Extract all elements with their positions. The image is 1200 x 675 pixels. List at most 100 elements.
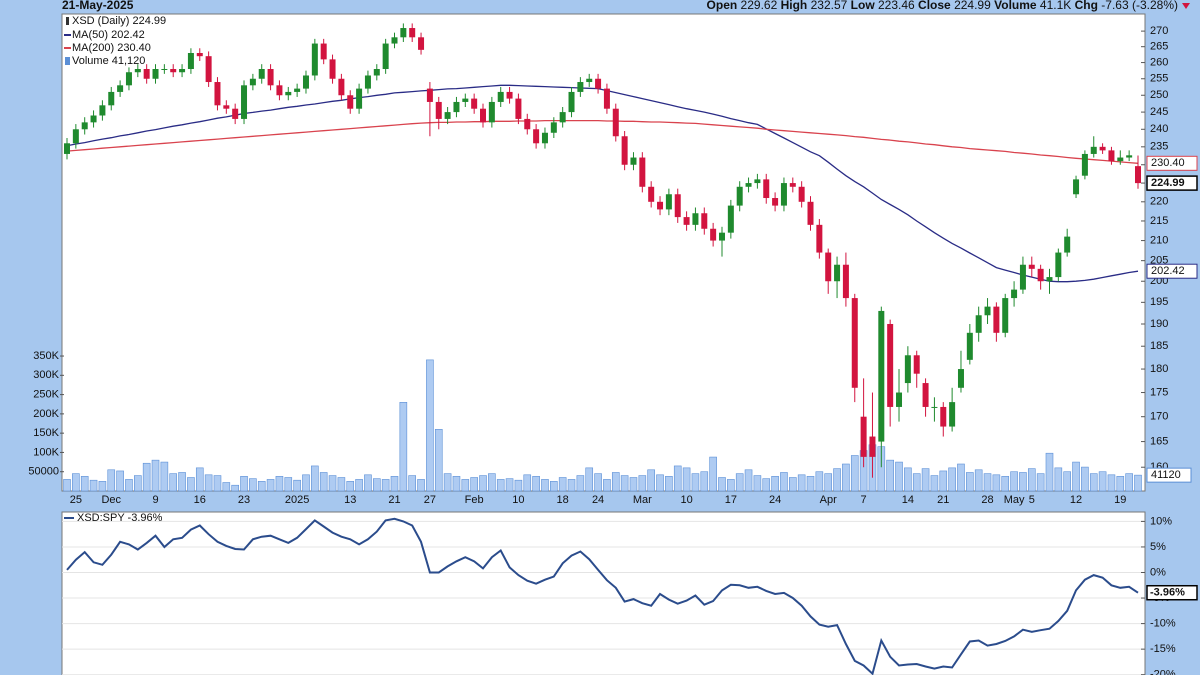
volume-bar <box>452 476 461 492</box>
candle-body <box>143 69 150 79</box>
y-tick-label: 215 <box>1150 215 1168 227</box>
volume-bar <box>1134 474 1142 492</box>
candle-body <box>524 118 531 130</box>
candle-body <box>276 85 283 96</box>
volume-bar <box>727 479 735 492</box>
candle-body <box>842 264 849 299</box>
volume-bar <box>1019 472 1027 492</box>
candle-body <box>1135 166 1141 184</box>
candle-body <box>400 28 407 38</box>
volume-bar <box>576 475 585 492</box>
candle-body <box>382 43 389 70</box>
candle-body <box>373 69 380 76</box>
volume-bar <box>178 472 186 492</box>
volume-bar <box>1036 473 1045 492</box>
y-tick-label: 165 <box>1150 435 1168 447</box>
volume-bar <box>364 474 372 492</box>
candle-body <box>1028 264 1035 269</box>
volume-bar <box>762 478 771 492</box>
volume-bar <box>842 463 850 492</box>
x-tick-label: 25 <box>70 494 82 506</box>
candle-body <box>772 198 779 206</box>
candle-body <box>152 69 159 79</box>
volume-bar <box>930 475 939 492</box>
candle-body <box>878 310 885 442</box>
y-tick-label: -20% <box>1150 669 1176 675</box>
volume-bar <box>585 467 594 492</box>
candle-body <box>356 88 363 109</box>
volume-bar <box>673 465 682 492</box>
volume-bar <box>231 484 239 492</box>
quote-label: Volume <box>994 0 1037 12</box>
y-tick-label: 175 <box>1150 386 1168 398</box>
candle-body <box>471 98 478 109</box>
candle-body <box>577 82 584 92</box>
volume-bar <box>355 479 363 492</box>
volume-bar <box>311 465 319 492</box>
x-tick-label: 18 <box>557 494 569 506</box>
candle-body <box>763 179 770 199</box>
value-tag-label: 230.40 <box>1151 157 1185 169</box>
volume-bar <box>1089 473 1098 492</box>
volume-bar <box>346 481 355 492</box>
volume-bar <box>558 477 567 492</box>
y-tick-label: 180 <box>1150 363 1168 375</box>
volume-tag-label: 41120 <box>1151 469 1181 481</box>
candle-body <box>391 37 398 44</box>
candle-body <box>825 252 832 282</box>
volume-bar <box>328 475 337 492</box>
candle-body <box>117 85 124 92</box>
candle-body <box>426 88 433 102</box>
candle-body <box>727 205 734 233</box>
volume-bar <box>718 477 726 492</box>
candle-body <box>851 298 858 388</box>
candle-body <box>816 224 823 253</box>
volume-bar <box>611 472 620 492</box>
candle-body <box>506 91 513 99</box>
volume-bar <box>98 481 107 492</box>
candle-body <box>205 56 212 83</box>
x-tick-label: Mar <box>633 494 652 506</box>
value-tag <box>1146 155 1198 171</box>
volume-bar <box>426 359 434 492</box>
y-tick-label: 220 <box>1150 196 1168 208</box>
volume-bar <box>390 476 399 492</box>
volume-tick-label: 50000 <box>28 466 59 478</box>
volume-bar <box>815 471 824 492</box>
volume-bar <box>948 467 956 492</box>
volume-bar <box>417 479 425 492</box>
y-tick-label: 240 <box>1150 123 1168 135</box>
volume-bar <box>921 468 930 492</box>
candle-body <box>701 213 708 229</box>
candle-body <box>1011 289 1018 299</box>
quote-label: Chg <box>1075 0 1098 12</box>
x-tick-label: 16 <box>194 494 206 506</box>
volume-bar <box>284 477 293 492</box>
volume-bar <box>319 472 328 492</box>
volume-bar <box>523 474 532 492</box>
y-tick-label: 260 <box>1150 56 1168 68</box>
ratio-line <box>66 517 1139 675</box>
volume-bar <box>1001 476 1010 492</box>
candle-body <box>603 88 610 109</box>
candle-body <box>1037 268 1044 282</box>
volume-bar <box>169 473 178 492</box>
volume-bar <box>682 467 691 492</box>
candle-body <box>665 194 672 210</box>
candle-body <box>320 43 327 60</box>
candle-body <box>418 37 425 50</box>
volume-bar <box>700 471 709 492</box>
x-tick-label: 24 <box>592 494 604 506</box>
volume-bar <box>532 476 540 492</box>
y-tick-label: 0% <box>1150 566 1166 578</box>
volume-bar <box>337 477 346 492</box>
volume-bar <box>629 477 638 492</box>
volume-bar <box>594 473 602 492</box>
volume-bar <box>1054 467 1063 492</box>
legend-candle-icon <box>66 17 69 25</box>
candle-body <box>453 101 460 113</box>
legend-label: MA(50) 202.42 <box>72 29 145 41</box>
candle-body <box>710 228 717 241</box>
